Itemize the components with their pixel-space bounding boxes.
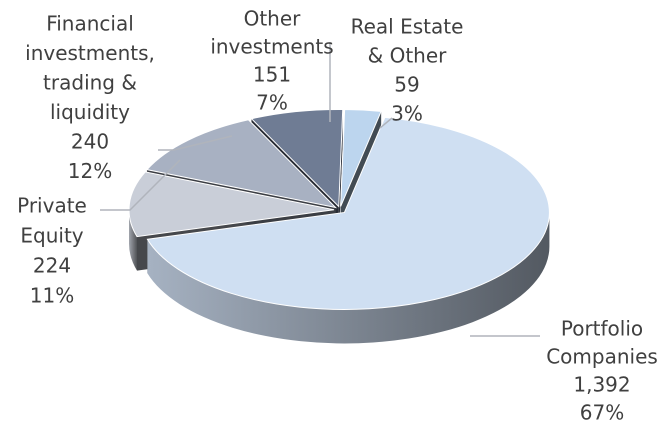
leader-line [100, 159, 181, 211]
category-label: Companies [546, 345, 658, 369]
slice [146, 116, 550, 310]
value-label: 1,392 [573, 373, 630, 397]
share-label: 11% [30, 284, 74, 308]
category-label: Real Estate [351, 15, 464, 39]
category-label: & Other [368, 44, 448, 68]
share-label: 3% [391, 102, 423, 126]
category-label: Financial [46, 12, 134, 36]
category-label: liquidity [50, 100, 130, 124]
slice [250, 108, 344, 208]
slice [128, 171, 335, 238]
category-label: investments [210, 35, 333, 59]
category-label: Portfolio [561, 317, 643, 341]
leader-line [158, 135, 233, 151]
value-label: 224 [33, 254, 71, 278]
category-label: trading & [43, 71, 137, 95]
slice [145, 119, 338, 209]
category-label: Other [244, 7, 302, 31]
category-label: Private [17, 194, 87, 218]
category-label: Equity [20, 224, 83, 248]
value-label: 151 [253, 63, 291, 87]
share-label: 7% [256, 91, 288, 115]
leader-line [379, 117, 393, 129]
value-label: 59 [394, 73, 419, 97]
slice [340, 108, 382, 207]
value-label: 240 [71, 130, 109, 154]
share-label: 67% [580, 401, 624, 425]
slice-side [147, 212, 550, 344]
category-label: investments, [25, 41, 155, 65]
share-label: 12% [68, 159, 112, 183]
